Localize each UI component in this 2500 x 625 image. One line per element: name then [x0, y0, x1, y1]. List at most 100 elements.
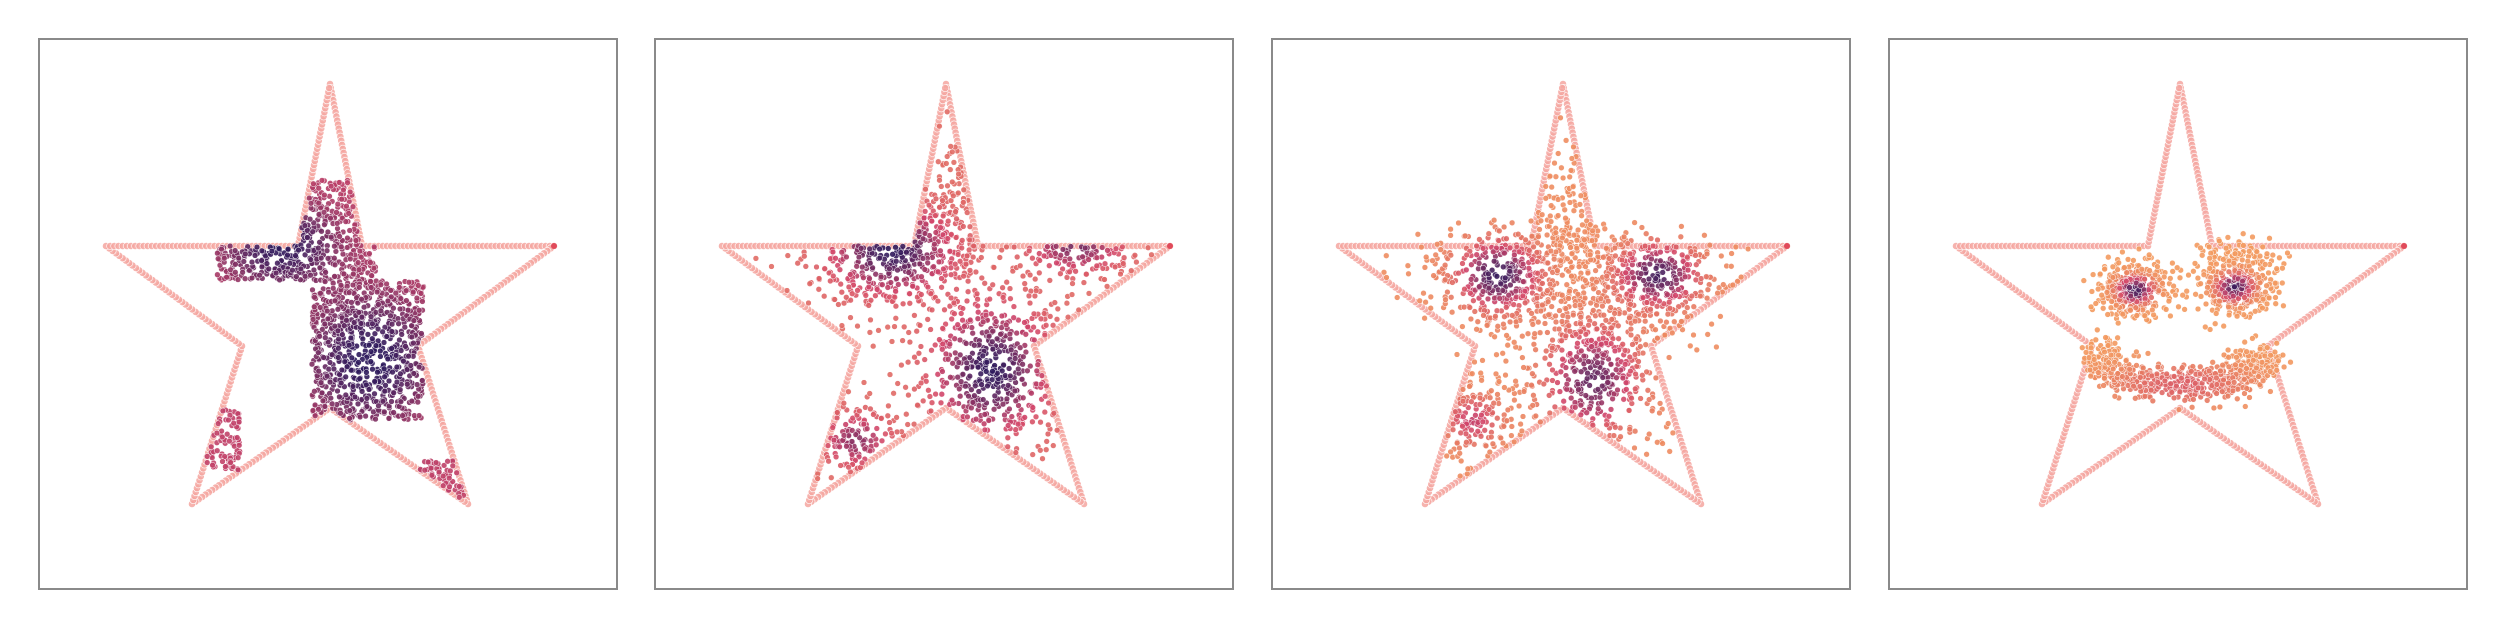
sample-point: [1612, 252, 1619, 260]
sample-point: [1057, 270, 1064, 277]
sample-point: [1519, 354, 1526, 361]
sample-point: [1442, 276, 1449, 283]
sample-point: [226, 437, 233, 445]
sample-point: [337, 282, 345, 289]
sample-point: [338, 366, 346, 374]
sample-point: [837, 280, 844, 288]
sample-point: [1036, 257, 1043, 264]
sample-point: [956, 385, 963, 393]
sample-point: [1043, 438, 1050, 445]
sample-point: [440, 482, 447, 489]
sample-point: [402, 287, 410, 294]
sample-point: [998, 246, 1005, 254]
sample-point: [893, 428, 901, 436]
sample-point: [892, 303, 900, 310]
sample-point: [408, 333, 415, 341]
sample-point: [403, 297, 410, 304]
sample-point: [342, 373, 349, 381]
sample-point: [308, 361, 316, 368]
sample-point: [397, 398, 405, 405]
sample-point: [938, 275, 945, 282]
sample-point: [1057, 252, 1064, 259]
sample-point: [324, 315, 332, 323]
sample-point: [301, 251, 309, 258]
sample-point: [356, 413, 364, 421]
sample-point: [1054, 427, 1061, 434]
sample-point: [1047, 313, 1054, 320]
sample-point: [1045, 421, 1052, 429]
sample-point: [1038, 380, 1045, 388]
sample-point: [1529, 370, 1536, 377]
sample-point: [1043, 446, 1050, 453]
sample-point: [989, 368, 996, 375]
sample-point: [1532, 362, 1539, 369]
star-boundary: [102, 80, 558, 508]
sample-point: [866, 275, 873, 282]
sample-point: [952, 208, 959, 215]
sample-point: [952, 261, 959, 268]
sample-point: [357, 320, 365, 327]
sample-point: [840, 432, 848, 439]
sample-point: [974, 302, 981, 310]
sample-point: [784, 252, 791, 259]
sample-point: [1460, 303, 1468, 311]
sample-point: [355, 266, 363, 273]
sample-point: [768, 263, 775, 270]
sample-point: [258, 247, 266, 254]
sample-point: [944, 153, 951, 160]
sample-point: [914, 402, 921, 409]
sample-point: [292, 252, 299, 259]
sample-point: [1034, 328, 1041, 335]
sample-point: [1007, 295, 1014, 302]
sample-point: [1015, 402, 1022, 409]
sample-point: [1659, 262, 1666, 270]
sample-point: [837, 462, 844, 469]
sample-point: [1044, 430, 1052, 438]
sample-point: [1008, 346, 1015, 353]
sample-point: [1004, 434, 1011, 441]
sample-point: [957, 351, 964, 359]
sample-point: [428, 472, 436, 479]
sample-point: [981, 280, 988, 287]
sample-point: [1001, 411, 1008, 419]
sample-point: [865, 302, 872, 309]
sample-point: [1513, 275, 1521, 282]
sample-point: [852, 431, 859, 438]
sample-point: [1556, 388, 1564, 395]
sample-point: [356, 375, 363, 382]
sample-point: [916, 219, 924, 227]
sample-point: [1019, 361, 1026, 368]
sample-point: [939, 197, 946, 204]
sample-point: [1448, 309, 1456, 316]
sample-point: [1421, 315, 1428, 322]
sample-point: [983, 368, 990, 375]
sample-point: [248, 258, 256, 266]
sample-point: [944, 356, 952, 363]
sample-point: [1648, 255, 1655, 263]
sample-point: [887, 279, 894, 286]
sample-point: [309, 407, 317, 414]
sample-point: [1050, 442, 1057, 449]
sample-point: [1066, 268, 1073, 275]
sample-point: [315, 349, 322, 356]
sample-point: [878, 415, 885, 422]
sample-point: [1485, 285, 1493, 292]
sample-point: [1522, 236, 1529, 244]
sample-point: [1703, 250, 1711, 258]
sample-point: [219, 458, 226, 465]
sample-point: [884, 284, 891, 291]
sample-point: [964, 209, 971, 216]
sample-point: [847, 271, 854, 278]
sample-point: [371, 330, 379, 337]
sample-point: [1624, 240, 1631, 247]
sample-point: [978, 254, 985, 261]
sample-point: [861, 445, 868, 452]
sample-point: [363, 403, 371, 410]
sample-point: [824, 442, 832, 449]
sample-point: [998, 342, 1005, 349]
sample-point: [981, 426, 989, 434]
sample-point: [326, 378, 334, 386]
sample-point: [315, 199, 322, 207]
sample-point: [321, 278, 329, 285]
sample-point: [1017, 344, 1024, 351]
